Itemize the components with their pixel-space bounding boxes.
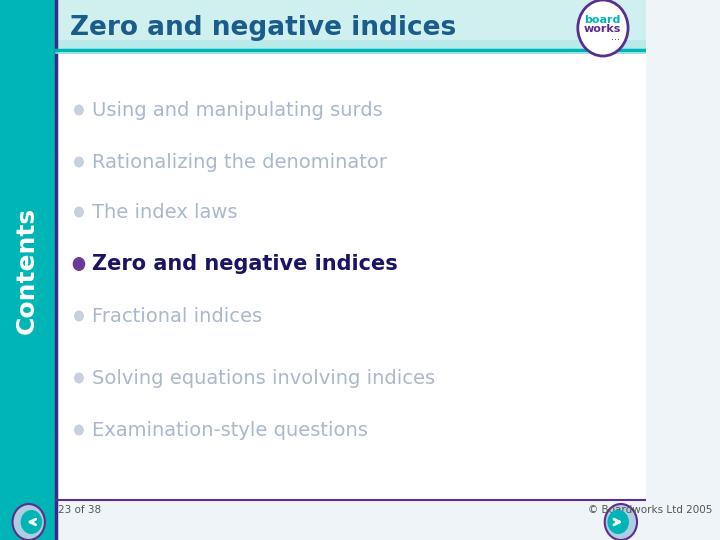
Circle shape — [73, 257, 85, 271]
Text: Solving equations involving indices: Solving equations involving indices — [91, 368, 435, 388]
Text: works: works — [583, 24, 621, 34]
Circle shape — [21, 510, 42, 534]
Circle shape — [12, 504, 45, 540]
FancyBboxPatch shape — [55, 0, 646, 50]
Text: ...: ... — [611, 32, 620, 42]
Circle shape — [578, 0, 628, 56]
Text: 23 of 38: 23 of 38 — [58, 505, 102, 515]
Text: Examination-style questions: Examination-style questions — [91, 421, 367, 440]
Text: board: board — [584, 15, 620, 25]
Circle shape — [74, 206, 84, 218]
Text: Zero and negative indices: Zero and negative indices — [70, 15, 456, 41]
Text: © Boardworks Ltd 2005: © Boardworks Ltd 2005 — [588, 505, 712, 515]
Circle shape — [74, 373, 84, 383]
FancyBboxPatch shape — [55, 40, 646, 500]
Text: The index laws: The index laws — [91, 202, 237, 221]
Circle shape — [608, 510, 629, 534]
Text: Contents: Contents — [15, 206, 39, 334]
Text: Fractional indices: Fractional indices — [91, 307, 261, 326]
Text: Zero and negative indices: Zero and negative indices — [91, 254, 397, 274]
FancyBboxPatch shape — [0, 0, 55, 540]
Circle shape — [605, 504, 637, 540]
Text: Rationalizing the denominator: Rationalizing the denominator — [91, 152, 387, 172]
Circle shape — [74, 424, 84, 435]
Text: Using and manipulating surds: Using and manipulating surds — [91, 100, 382, 119]
FancyBboxPatch shape — [55, 0, 646, 40]
Circle shape — [74, 157, 84, 167]
Circle shape — [74, 310, 84, 321]
Circle shape — [74, 105, 84, 116]
